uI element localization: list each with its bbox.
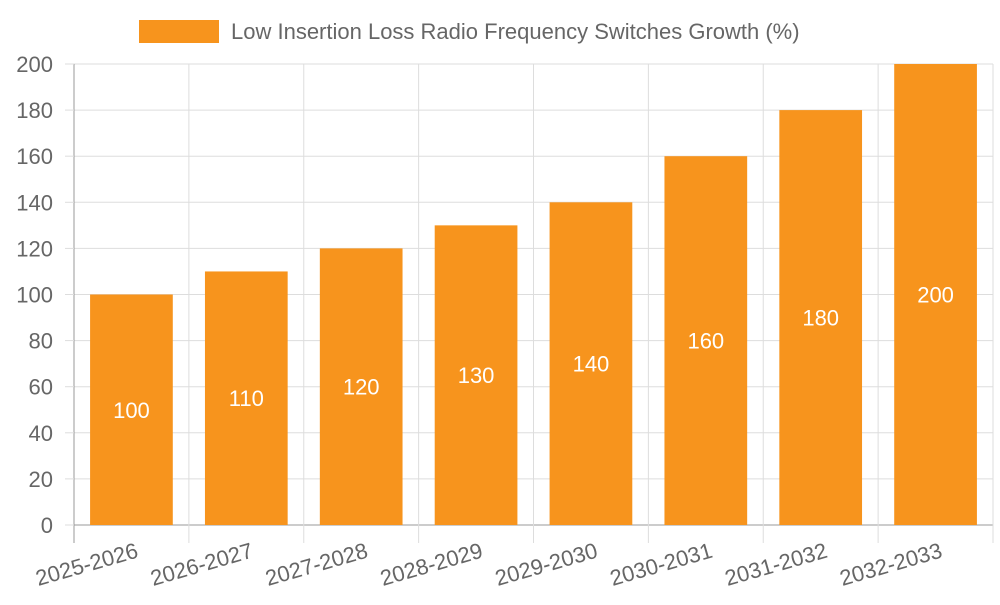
bars-layer: 100 110 120 130 140 160 180 200 bbox=[90, 64, 977, 526]
y-tick-label: 200 bbox=[16, 52, 53, 77]
x-tick-label: 2032-2033 bbox=[837, 538, 945, 591]
legend[interactable]: Low Insertion Loss Radio Frequency Switc… bbox=[139, 19, 800, 44]
y-tick-label: 100 bbox=[16, 283, 53, 308]
legend-label: Low Insertion Loss Radio Frequency Switc… bbox=[231, 19, 800, 44]
y-tick-label: 140 bbox=[16, 190, 53, 215]
data-label: 120 bbox=[343, 375, 380, 400]
y-tick-label: 80 bbox=[29, 329, 53, 354]
x-tick-label: 2030-2031 bbox=[607, 538, 715, 591]
bar[interactable] bbox=[90, 294, 173, 526]
data-label: 130 bbox=[458, 363, 495, 388]
x-tick-label: 2026-2027 bbox=[148, 538, 256, 591]
bar[interactable] bbox=[434, 225, 518, 525]
y-tick-label: 20 bbox=[29, 467, 53, 492]
y-tick-label: 0 bbox=[41, 513, 53, 538]
x-tick-label: 2025-2026 bbox=[33, 538, 141, 591]
data-label: 200 bbox=[917, 283, 954, 308]
bar[interactable] bbox=[779, 110, 863, 525]
bar[interactable] bbox=[664, 156, 748, 525]
x-tick-label: 2029-2030 bbox=[492, 538, 600, 591]
y-tick-label: 180 bbox=[16, 98, 53, 123]
bar[interactable] bbox=[319, 248, 403, 525]
y-tick-label: 60 bbox=[29, 375, 53, 400]
y-tick-label: 160 bbox=[16, 144, 53, 169]
x-tick-label: 2031-2032 bbox=[722, 538, 830, 591]
legend-swatch bbox=[139, 20, 219, 43]
bar[interactable] bbox=[204, 271, 288, 525]
data-label: 140 bbox=[573, 352, 610, 377]
data-label: 180 bbox=[802, 306, 839, 331]
data-label: 100 bbox=[113, 398, 150, 423]
data-label: 110 bbox=[229, 386, 264, 411]
y-tick-label: 40 bbox=[29, 421, 53, 446]
bar[interactable] bbox=[894, 64, 977, 525]
bar[interactable] bbox=[549, 202, 633, 526]
x-tick-label: 2027-2028 bbox=[263, 538, 371, 591]
data-label: 160 bbox=[687, 329, 724, 354]
x-tick-label: 2028-2029 bbox=[377, 538, 485, 591]
y-tick-label: 120 bbox=[16, 236, 53, 261]
